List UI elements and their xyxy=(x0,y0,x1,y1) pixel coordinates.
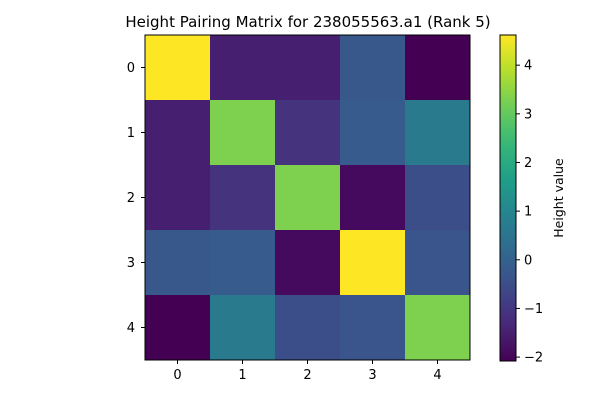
colorbar-tick-label: 0 xyxy=(524,253,532,268)
chart-title: Height Pairing Matrix for 238055563.a1 (… xyxy=(125,13,490,31)
heatmap-cell xyxy=(340,230,406,296)
heatmap-cell xyxy=(340,165,406,231)
heatmap-cell xyxy=(145,165,211,231)
heatmap-cell xyxy=(340,100,406,166)
heatmap-cell xyxy=(275,165,341,231)
heatmap-cell xyxy=(275,230,341,296)
x-tick-label: 4 xyxy=(433,368,441,383)
y-tick-label: 3 xyxy=(127,256,135,271)
heatmap-cell xyxy=(405,295,471,361)
colorbar xyxy=(499,34,517,362)
colorbar-tick-label: 1 xyxy=(524,205,532,220)
heatmap-cell xyxy=(275,35,341,101)
heatmap-cell xyxy=(405,35,471,101)
heatmap-cell xyxy=(210,100,276,166)
colorbar-tick-label: 2 xyxy=(524,156,532,171)
x-tick-label: 3 xyxy=(368,368,376,383)
y-tick-label: 4 xyxy=(127,321,135,336)
colorbar-tick-label: 3 xyxy=(524,107,532,122)
x-tick-label: 1 xyxy=(238,368,246,383)
heatmap-cell xyxy=(145,230,211,296)
heatmap-cell xyxy=(210,165,276,231)
x-tick-label: 0 xyxy=(173,368,181,383)
x-axis: 0 1 2 3 4 xyxy=(173,360,442,383)
heatmap-cell xyxy=(275,295,341,361)
heatmap-cell xyxy=(340,295,406,361)
x-tick-label: 2 xyxy=(303,368,311,383)
heatmap-cell xyxy=(340,35,406,101)
heatmap-cell xyxy=(210,230,276,296)
colorbar-label: Height value xyxy=(551,158,566,238)
y-tick-label: 2 xyxy=(127,191,135,206)
colorbar-tick-label: −1 xyxy=(524,302,543,317)
heatmap-cell xyxy=(210,35,276,101)
heatmap-cell xyxy=(405,230,471,296)
heatmap-cell xyxy=(405,100,471,166)
y-axis: 0 1 2 3 4 xyxy=(127,61,145,336)
y-tick-label: 1 xyxy=(127,126,135,141)
colorbar-ticks: 4 3 2 1 0 −1 −2 xyxy=(516,59,543,366)
colorbar-tick-label: −2 xyxy=(524,351,543,366)
colorbar-tick-label: 4 xyxy=(524,59,532,74)
heatmap-cell xyxy=(275,100,341,166)
heatmap-cells xyxy=(145,35,471,361)
heatmap-cell xyxy=(405,165,471,231)
heatmap-cell xyxy=(145,100,211,166)
y-tick-label: 0 xyxy=(127,61,135,76)
heatmap-cell xyxy=(145,295,211,361)
heatmap-cell xyxy=(145,35,211,101)
heatmap-cell xyxy=(210,295,276,361)
